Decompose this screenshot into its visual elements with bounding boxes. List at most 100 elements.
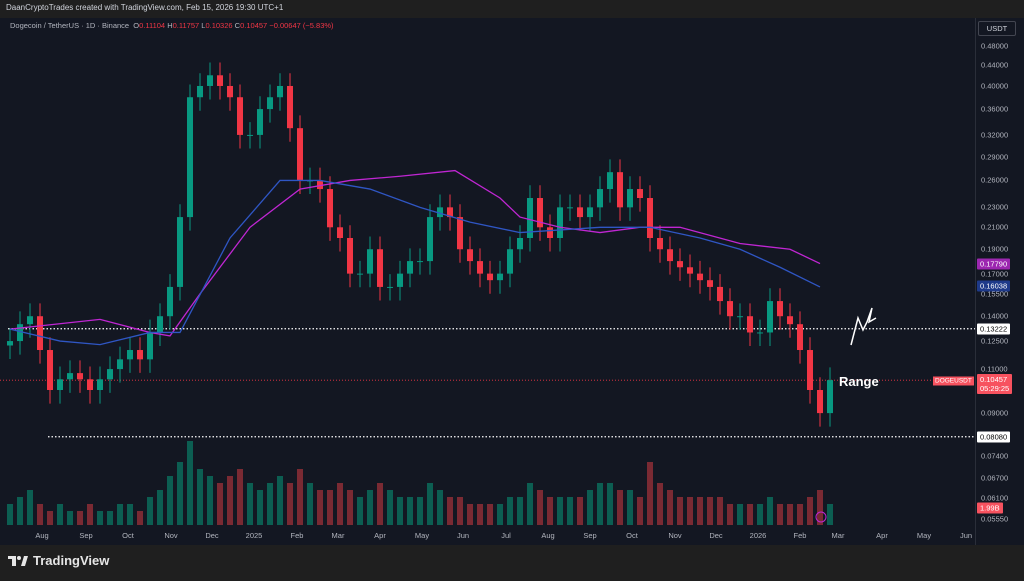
candle-body	[87, 379, 93, 390]
attribution: DaanCryptoTrades created with TradingVie…	[6, 3, 284, 12]
candle-body	[577, 207, 583, 218]
candle-body	[617, 172, 623, 208]
volume-bar	[37, 504, 43, 525]
candle-body	[207, 75, 213, 86]
currency-button[interactable]: USDT	[978, 21, 1016, 36]
volume-bar	[687, 497, 693, 525]
brand-name: TradingView	[33, 553, 110, 568]
candle-body	[637, 189, 643, 199]
price-tick-label: 0.17000	[981, 269, 1009, 279]
volume-bar	[467, 504, 473, 525]
close-label: C	[234, 21, 241, 30]
candle-body	[57, 379, 63, 390]
volume-bar	[527, 483, 533, 525]
time-tick-label: Feb	[793, 531, 807, 540]
candle-body	[567, 207, 573, 209]
volume-bar	[277, 476, 283, 525]
candle-body	[367, 249, 373, 274]
candle-body	[767, 301, 773, 333]
candle-body	[257, 109, 263, 135]
candle-body	[397, 273, 403, 287]
volume-bar	[57, 504, 63, 525]
volume-bar	[577, 497, 583, 525]
candle-body	[697, 273, 703, 281]
candle-body	[107, 369, 113, 380]
candle-body	[587, 207, 593, 218]
time-tick-label: Aug	[35, 531, 49, 540]
candle-body	[147, 332, 153, 360]
candle-body	[537, 198, 543, 228]
ohlc-legend: Dogecoin / TetherUS · 1D · Binance O0.11…	[10, 21, 334, 30]
candle-body	[247, 134, 253, 136]
candle-body	[167, 286, 173, 317]
symbol-title[interactable]: Dogecoin / TetherUS · 1D · Binance	[10, 21, 130, 30]
ma-blue-line	[9, 179, 821, 346]
volume-bar	[77, 511, 83, 525]
volume-bar	[357, 497, 363, 525]
price-tick-label: 0.05550	[981, 514, 1009, 524]
price-axis-divider	[975, 18, 976, 545]
candle-body	[7, 341, 13, 346]
volume-bar	[817, 490, 823, 525]
time-tick-label: Sep	[583, 531, 597, 540]
time-tick-label: Jun	[959, 531, 973, 540]
volume-bar	[7, 504, 13, 525]
price-tick-label: 0.19000	[981, 244, 1009, 254]
candle-body	[487, 273, 493, 281]
candle-body	[417, 261, 423, 263]
volume-bar	[627, 490, 633, 525]
candle-body	[127, 350, 133, 360]
candle-body	[647, 198, 653, 238]
change-value: −0.00647 (−5.83%)	[269, 21, 334, 30]
volume-bar	[797, 504, 803, 525]
time-tick-label: Apr	[374, 531, 386, 540]
volume-bar	[347, 490, 353, 525]
volume-bar	[127, 504, 133, 525]
volume-bar	[587, 490, 593, 525]
time-tick-label: Dec	[709, 531, 723, 540]
candle-body	[597, 189, 603, 208]
volume-bar	[87, 504, 93, 525]
open-value: 0.11104	[139, 21, 166, 30]
candle-body	[227, 85, 233, 98]
ma-purple-line	[9, 169, 821, 337]
ma-purple-tag: 0.17790	[977, 258, 1011, 270]
range-low-tag: 0.08080	[977, 431, 1011, 443]
time-tick-label: Dec	[205, 531, 219, 540]
price-tick-label: 0.06100	[981, 493, 1009, 503]
volume-tag: 1.99B	[977, 502, 1003, 514]
price-tick-label: 0.12500	[981, 336, 1009, 346]
price-tick-label: 0.06700	[981, 473, 1009, 483]
volume-bar	[487, 504, 493, 525]
candle-body	[707, 280, 713, 287]
range-annotation[interactable]: Range	[839, 374, 879, 389]
high-label: H	[167, 21, 173, 30]
volume-bar	[387, 490, 393, 525]
candle-body	[77, 373, 83, 380]
volume-bar	[737, 504, 743, 525]
tradingview-logo-icon	[8, 555, 28, 566]
candle-body	[387, 286, 393, 288]
candle-body	[327, 189, 333, 228]
chart-pane[interactable]	[0, 18, 1024, 545]
close-value: 0.10457	[240, 21, 268, 30]
volume-bar	[457, 497, 463, 525]
volume-bar	[607, 483, 613, 525]
candle-body	[677, 261, 683, 268]
volume-bar	[157, 490, 163, 525]
candle-body	[187, 97, 193, 218]
volume-bar	[777, 504, 783, 525]
candle-body	[667, 249, 673, 262]
low-value: 0.10326	[205, 21, 233, 30]
candle-body	[97, 379, 103, 390]
volume-bar	[787, 504, 793, 525]
range-high-tag: 0.13222	[977, 323, 1011, 335]
candle-body	[557, 207, 563, 238]
candle-body	[797, 324, 803, 351]
volume-bar	[27, 490, 33, 525]
volume-bar	[437, 490, 443, 525]
volume-bar	[117, 504, 123, 525]
candle-body	[297, 128, 303, 181]
volume-bar	[137, 511, 143, 525]
